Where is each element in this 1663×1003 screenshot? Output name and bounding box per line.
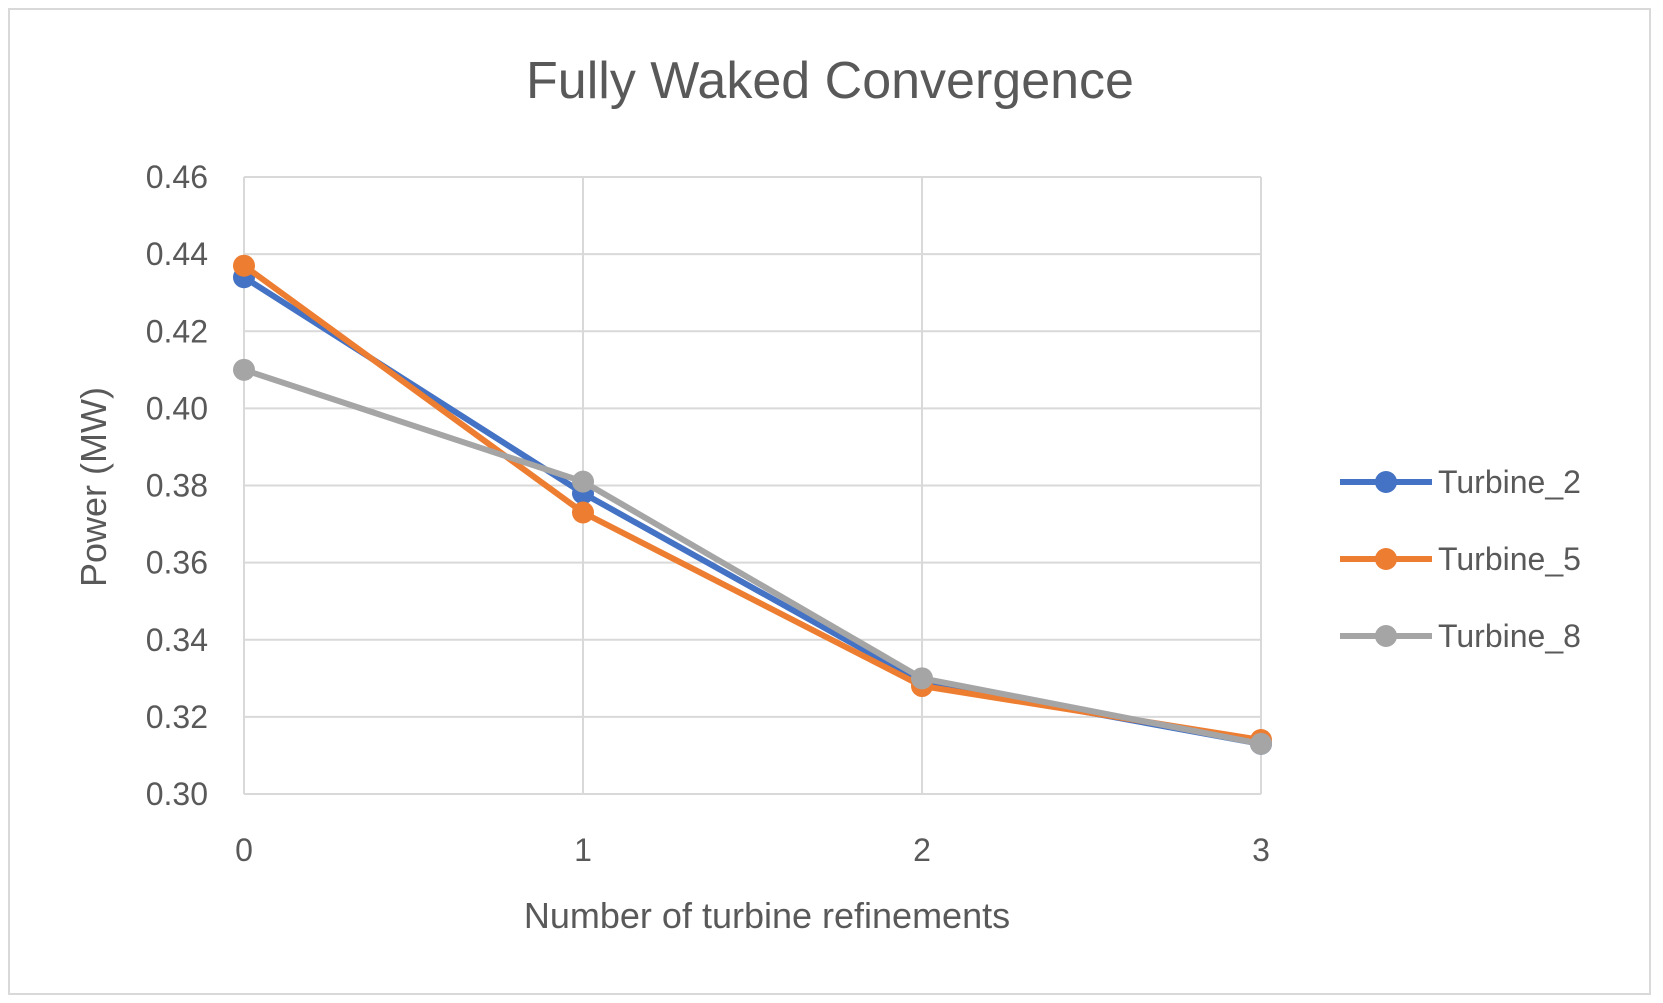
legend-label: Turbine_8 [1438,618,1581,654]
y-tick-label: 0.42 [146,313,208,349]
y-tick-label: 0.46 [146,159,208,195]
series-turbine-8 [233,358,1272,755]
data-point [572,470,594,493]
legend-item: Turbine_8 [1340,618,1581,654]
series-turbine-5 [233,254,1272,752]
legend-item: Turbine_2 [1340,464,1581,500]
legend-label: Turbine_5 [1438,541,1581,577]
y-tick-label: 0.32 [146,699,208,735]
y-tick-label: 0.44 [146,236,208,272]
series-line [241,262,1264,744]
y-gridlines [244,176,1261,795]
y-tick-label: 0.36 [146,545,208,581]
series-turbine-2 [233,266,1272,755]
y-tick-label: 0.40 [146,390,208,426]
series-line [241,274,1264,747]
legend-swatch-marker [1375,548,1397,570]
x-tick-label: 1 [574,832,592,868]
y-tick-label: 0.30 [146,776,208,812]
data-point [911,667,933,690]
data-point [572,501,594,524]
x-axis-label: Number of turbine refinements [524,895,1010,936]
y-tick-label: 0.38 [146,468,208,504]
y-axis-ticks: 0.30 0.32 0.34 0.36 0.38 0.40 0.42 0.44 0.46 [146,159,208,812]
data-point [233,358,255,381]
x-tick-label: 2 [913,832,931,868]
data-point [1250,732,1272,755]
y-axis-label: Power (MW) [73,387,114,587]
legend-swatch-marker [1375,471,1397,493]
data-point [233,254,255,277]
x-tick-label: 3 [1252,832,1270,868]
legend: Turbine_2 Turbine_5 Turbine_8 [1340,464,1581,654]
series-layer [233,254,1272,755]
legend-label: Turbine_2 [1438,464,1581,500]
legend-item: Turbine_5 [1340,541,1581,577]
chart-title: Fully Waked Convergence [526,52,1134,110]
series-line [241,366,1264,747]
x-tick-label: 0 [235,832,253,868]
legend-swatch-marker [1375,625,1397,647]
y-tick-label: 0.34 [146,622,208,658]
chart-frame [8,8,1651,995]
x-axis-ticks: 0 1 2 3 [235,832,1270,868]
